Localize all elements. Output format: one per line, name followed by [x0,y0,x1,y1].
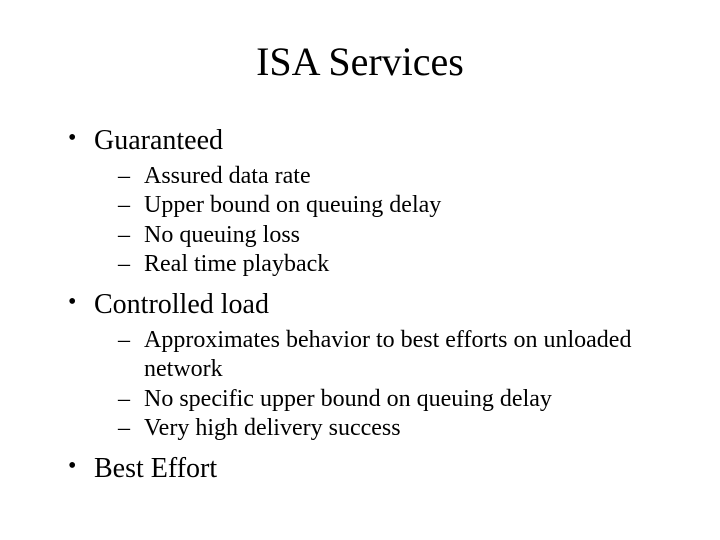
sub-bullet-label: Very high delivery success [144,415,401,441]
slide-body: Guaranteed Assured data rate Upper bound… [0,95,720,486]
list-item: Very high delivery success [30,414,690,443]
list-item: No specific upper bound on queuing delay [30,385,690,414]
bullet-label: Guaranteed [94,125,223,156]
slide-title: ISA Services [0,0,720,95]
sub-bullet-label: Assured data rate [144,163,311,189]
list-item: Assured data rate [30,162,690,191]
sub-bullet-list: Assured data rate Upper bound on queuing… [30,162,690,279]
sub-bullet-label: Approximates behavior to best efforts on… [144,327,631,382]
sub-bullet-label: No specific upper bound on queuing delay [144,386,552,412]
bullet-label: Controlled load [94,289,269,320]
sub-bullet-label: Upper bound on queuing delay [144,192,441,218]
bullet-label: Best Effort [94,453,217,484]
list-item: Guaranteed [30,123,690,158]
list-item: No queuing loss [30,221,690,250]
sub-bullet-list: Approximates behavior to best efforts on… [30,326,690,443]
sub-bullet-label: No queuing loss [144,222,300,248]
slide: ISA Services Guaranteed Assured data rat… [0,0,720,540]
sub-bullet-label: Real time playback [144,251,329,277]
list-item: Best Effort [30,451,690,486]
bullet-list: Guaranteed Assured data rate Upper bound… [30,123,690,486]
list-item: Approximates behavior to best efforts on… [30,326,690,385]
list-item: Upper bound on queuing delay [30,191,690,220]
list-item: Real time playback [30,250,690,279]
list-item: Controlled load [30,287,690,322]
